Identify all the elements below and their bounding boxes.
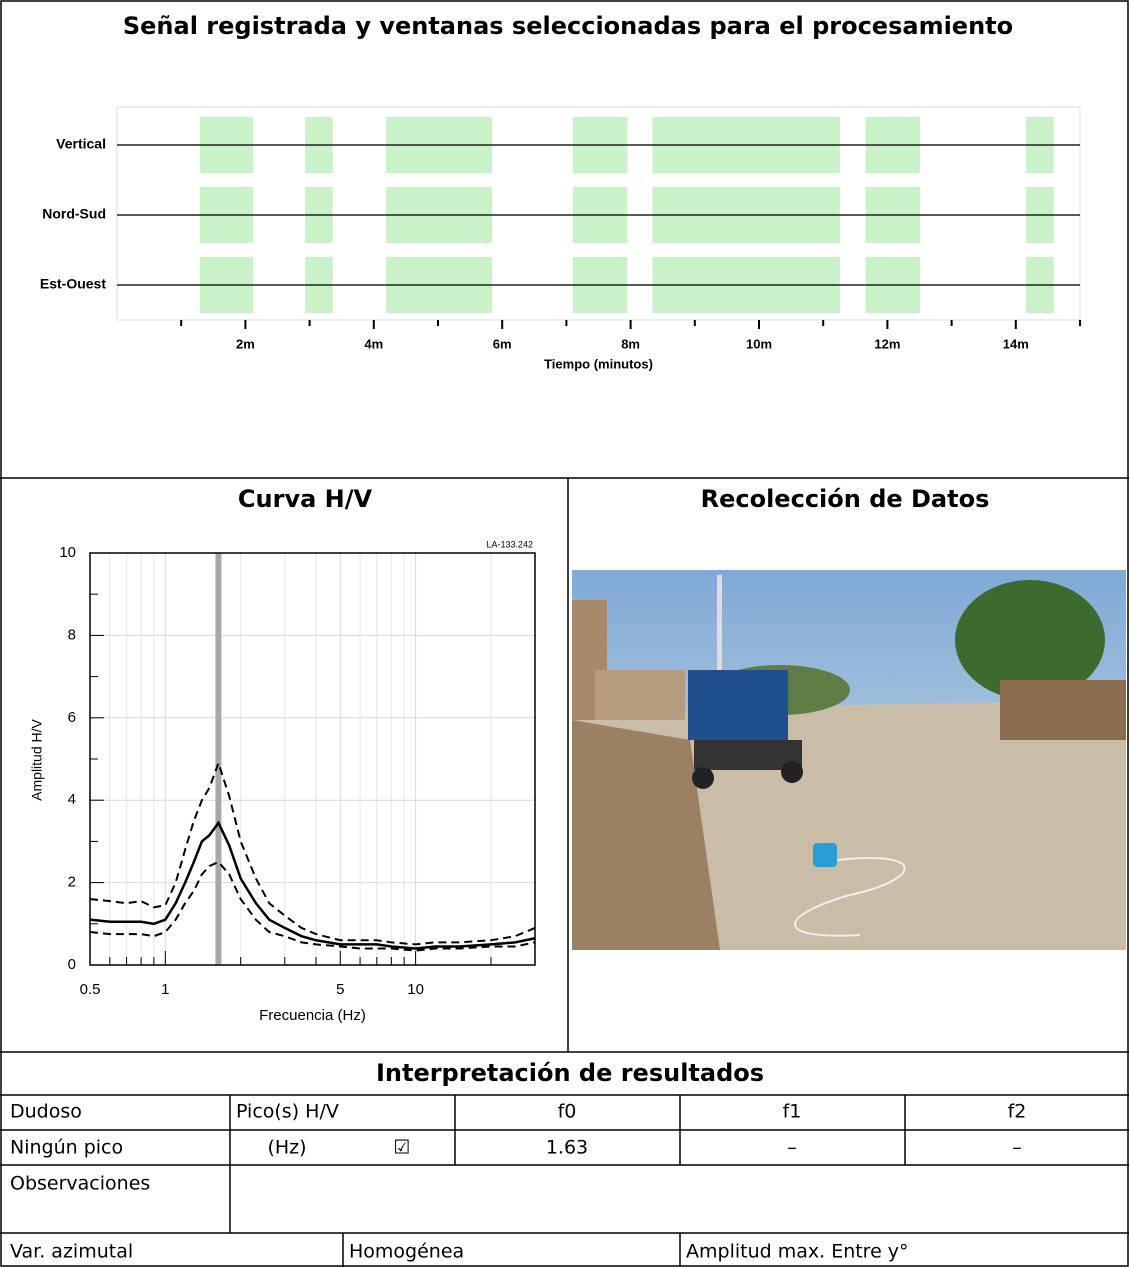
x-tick-label: 0.5	[80, 981, 101, 998]
table-cell: Homogénea	[349, 1241, 464, 1263]
x-tick-label: 4m	[364, 336, 383, 351]
table-cell: Var. azimutal	[10, 1241, 133, 1263]
x-tick-label: 10	[407, 981, 424, 998]
plot-frame	[89, 552, 536, 966]
table-cell: (Hz)	[267, 1137, 306, 1159]
peak-band	[215, 553, 222, 965]
table-cell: Pico(s) H/V	[236, 1101, 339, 1123]
trace-label: Est-Ouest	[40, 276, 106, 292]
signal-title: Señal registrada y ventanas seleccionada…	[123, 12, 1013, 40]
x-tick-label: 8m	[621, 336, 640, 351]
y-tick-label: 10	[59, 544, 76, 561]
table-cell: 1.63	[546, 1137, 588, 1159]
y-tick-label: 0	[68, 956, 76, 973]
table-cell: Observaciones	[10, 1173, 150, 1195]
table-cell: f1	[783, 1101, 802, 1123]
x-tick-label: 14m	[1003, 336, 1029, 351]
x-axis-label: Frecuencia (Hz)	[259, 1007, 366, 1024]
annotation: LA-133.242	[486, 539, 533, 549]
x-tick-label: 6m	[493, 336, 512, 351]
hv-curve	[89, 820, 536, 950]
y-axis-label: Amplitud H/V	[29, 718, 45, 800]
y-tick-label: 4	[68, 791, 76, 808]
hv-curve	[89, 860, 536, 952]
x-tick-label: 1	[161, 981, 169, 998]
trace-label: Nord-Sud	[42, 206, 106, 222]
x-tick-label: 2m	[236, 336, 255, 351]
x-axis-label: Tiempo (minutos)	[544, 356, 653, 371]
table-cell: Amplitud max. Entre y°	[686, 1241, 909, 1263]
photo	[572, 570, 1126, 950]
table-cell: Ningún pico	[10, 1137, 123, 1159]
x-tick-label: 10m	[746, 336, 772, 351]
table-title: Interpretación de resultados	[376, 1059, 764, 1087]
table-cell: ☑	[393, 1137, 410, 1159]
table-cell: f0	[558, 1101, 577, 1123]
hv-curve	[89, 760, 536, 946]
x-tick-label: 12m	[874, 336, 900, 351]
table-cell: Dudoso	[10, 1101, 82, 1123]
table-cell: f2	[1008, 1101, 1027, 1123]
chart-title: Curva H/V	[238, 485, 373, 513]
y-tick-label: 2	[68, 874, 76, 891]
photo-title: Recolección de Datos	[701, 485, 990, 513]
y-tick-label: 6	[68, 709, 76, 726]
trace-label: Vertical	[56, 136, 106, 152]
plot-area	[116, 106, 1081, 321]
x-tick-label: 5	[336, 981, 344, 998]
table-cell: –	[1012, 1137, 1022, 1159]
table-cell: –	[787, 1137, 797, 1159]
y-tick-label: 8	[68, 626, 76, 643]
